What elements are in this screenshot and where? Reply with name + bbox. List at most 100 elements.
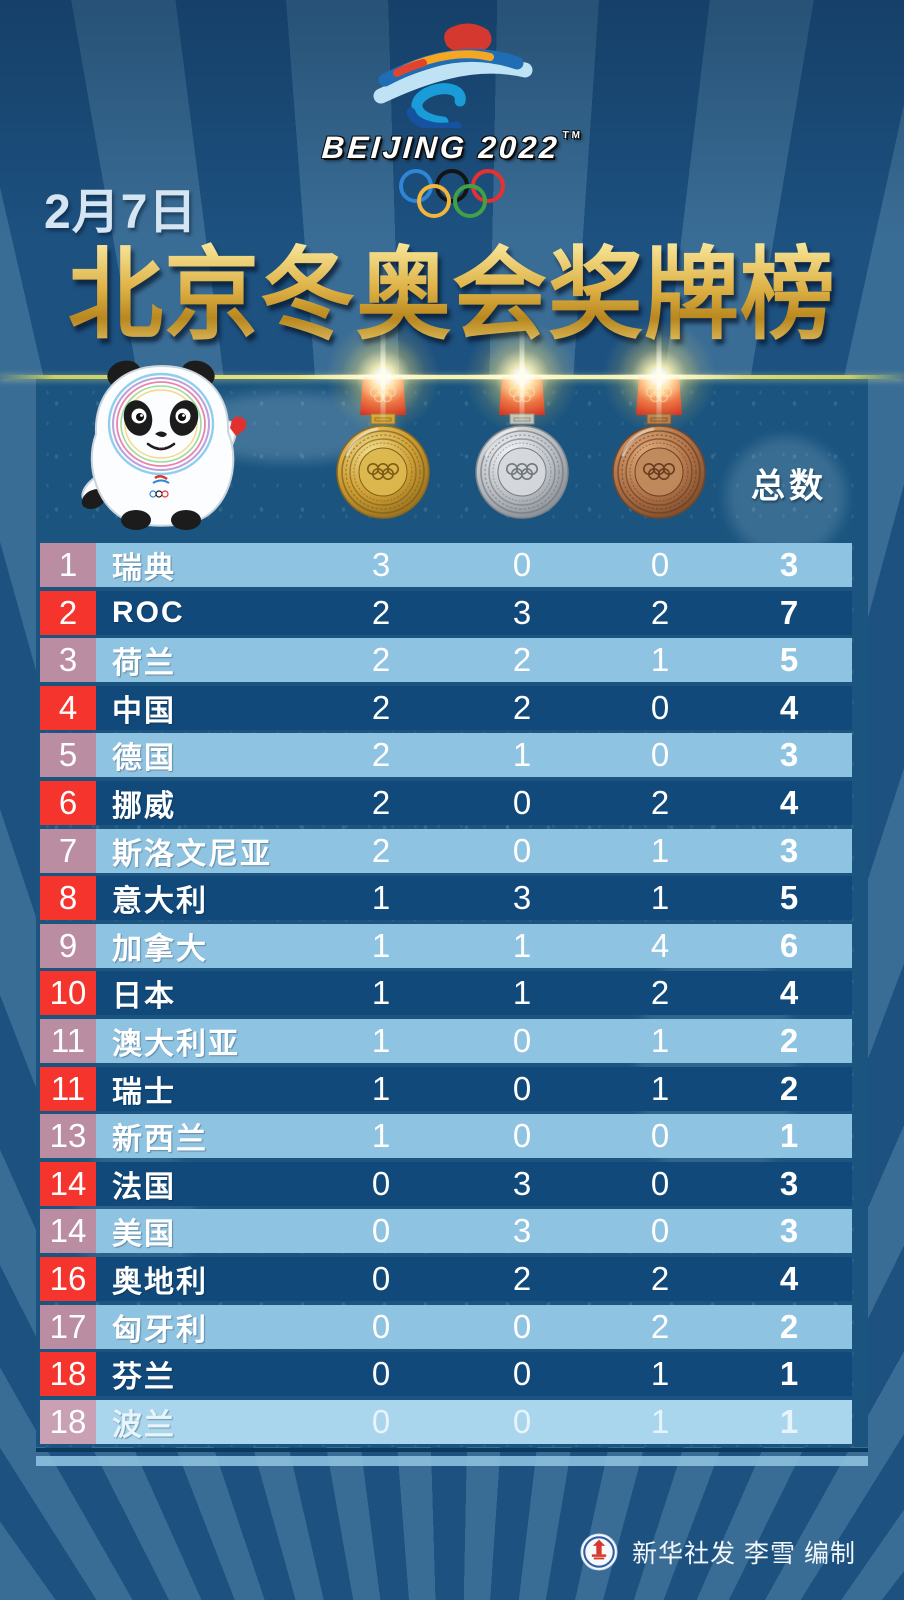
- bronze-count: 2: [650, 593, 670, 631]
- silver-count: 3: [512, 1212, 532, 1250]
- table-row: 4 中国 2 2 0 4: [40, 685, 852, 730]
- gold-medal-icon: [331, 377, 435, 522]
- medal-table-rows: 1 瑞典 3 0 0 3 2 ROC 2 3 2 7 3 荷兰 2 2 1 5 …: [40, 543, 852, 1444]
- rank-cell: 1: [40, 543, 96, 587]
- bronze-count: 0: [650, 736, 670, 774]
- gold-count: 3: [371, 546, 391, 583]
- total-count: 5: [779, 641, 799, 679]
- rank-cell: 7: [40, 828, 96, 873]
- table-row: 5 德国 2 1 0 3: [40, 733, 852, 778]
- gold-count: 1: [371, 1021, 391, 1059]
- rank-cell: 17: [40, 1304, 96, 1349]
- silver-count: 0: [512, 1355, 532, 1393]
- table-row: 9 加拿大 1 1 4 6: [40, 923, 852, 968]
- table-row: 7 斯洛文尼亚 2 0 1 3: [40, 828, 852, 873]
- texture-splotch: [726, 437, 846, 557]
- country-name: 瑞典: [112, 552, 176, 585]
- total-count: 1: [779, 1402, 799, 1440]
- gold-count: 2: [371, 736, 391, 774]
- country-name: 法国: [112, 1170, 176, 1204]
- bronze-medal-icon: [607, 377, 711, 522]
- country-name: 德国: [112, 742, 176, 776]
- silver-count: 3: [512, 1164, 532, 1202]
- gold-count: 2: [371, 593, 391, 631]
- bronze-count: 0: [650, 1212, 670, 1250]
- bronze-count: 2: [650, 1259, 670, 1297]
- rank-cell: 13: [40, 1114, 96, 1159]
- country-name: 匈牙利: [112, 1313, 208, 1347]
- silver-count: 2: [512, 688, 532, 726]
- table-row: 16 奥地利 0 2 2 4: [40, 1256, 852, 1301]
- silver-medal-icon: [470, 377, 574, 522]
- country-name: 日本: [112, 980, 176, 1014]
- xinhua-agency-logo-icon: [580, 1533, 618, 1571]
- silver-count: 1: [512, 926, 532, 964]
- table-row: 2 ROC 2 3 2 7: [40, 590, 852, 635]
- country-name: 波兰: [112, 1408, 176, 1442]
- silver-count: 2: [512, 641, 532, 679]
- gold-count: 0: [371, 1402, 391, 1440]
- table-row: 18 波兰 0 0 1 1: [40, 1399, 852, 1444]
- beijing-2022-wordmark: BEIJING 2022TM: [320, 130, 584, 165]
- beijing-2022-emblem-icon: [373, 23, 533, 128]
- gold-count: 0: [371, 1164, 391, 1202]
- rank-cell: 8: [40, 876, 96, 921]
- total-count: 7: [779, 593, 799, 631]
- total-count: 3: [779, 1164, 799, 1202]
- rank-cell: 3: [40, 638, 96, 683]
- gold-count: 2: [371, 783, 391, 821]
- gold-count: 2: [371, 641, 391, 679]
- table-row: 11 瑞士 1 0 1 2: [40, 1066, 852, 1111]
- date-label: 2月7日: [44, 186, 198, 239]
- rank-cell: 2: [40, 590, 96, 635]
- silver-count: 0: [512, 783, 532, 821]
- country-name: ROC: [112, 595, 185, 629]
- gold-count: 0: [371, 1355, 391, 1393]
- gold-count: 1: [371, 879, 391, 917]
- total-count: 4: [779, 1259, 799, 1297]
- total-count: 2: [779, 1069, 799, 1107]
- table-bottom-line: [36, 1448, 868, 1452]
- total-count: 4: [779, 974, 799, 1012]
- silver-count: 1: [512, 974, 532, 1012]
- total-count: 4: [779, 688, 799, 726]
- table-row: 13 新西兰 1 0 0 1: [40, 1114, 852, 1159]
- total-count: 3: [779, 546, 799, 583]
- table-row: 18 芬兰 0 0 1 1: [40, 1352, 852, 1397]
- table-row: 6 挪威 2 0 2 4: [40, 780, 852, 825]
- footer-credit-block: 新华社发 李雪 编制: [580, 1533, 856, 1571]
- country-name: 奥地利: [112, 1265, 208, 1299]
- rank-cell: 6: [40, 780, 96, 825]
- gold-count: 1: [371, 1117, 391, 1155]
- bronze-count: 4: [650, 926, 670, 964]
- rank-cell: 11: [40, 1018, 96, 1063]
- table-row: 3 荷兰 2 2 1 5: [40, 638, 852, 683]
- gold-count: 0: [371, 1212, 391, 1250]
- total-column-header: 总数: [751, 467, 827, 506]
- table-row: 14 美国 0 3 0 3: [40, 1209, 852, 1254]
- bronze-count: 0: [650, 546, 670, 583]
- silver-count: 1: [512, 736, 532, 774]
- gold-count: 0: [371, 1259, 391, 1297]
- gold-count: 2: [371, 688, 391, 726]
- total-count: 3: [779, 831, 799, 869]
- rank-cell: 14: [40, 1161, 96, 1206]
- gold-count: 1: [371, 926, 391, 964]
- rank-cell: 14: [40, 1209, 96, 1254]
- bronze-count: 1: [650, 1021, 670, 1059]
- country-name: 澳大利亚: [112, 1027, 240, 1061]
- rank-cell: 11: [40, 1066, 96, 1111]
- silver-count: 2: [512, 1259, 532, 1297]
- silver-count: 0: [512, 1402, 532, 1440]
- bronze-count: 1: [650, 1069, 670, 1107]
- table-row: 8 意大利 1 3 1 5: [40, 876, 852, 921]
- country-name: 芬兰: [112, 1361, 176, 1395]
- country-name: 新西兰: [112, 1123, 208, 1157]
- table-row: 10 日本 1 1 2 4: [40, 971, 852, 1016]
- gold-count: 1: [371, 974, 391, 1012]
- rank-cell: 16: [40, 1256, 96, 1301]
- silver-count: 0: [512, 1307, 532, 1345]
- trademark-symbol: TM: [562, 130, 584, 141]
- rank-cell: 18: [40, 1399, 96, 1444]
- bronze-count: 0: [650, 1164, 670, 1202]
